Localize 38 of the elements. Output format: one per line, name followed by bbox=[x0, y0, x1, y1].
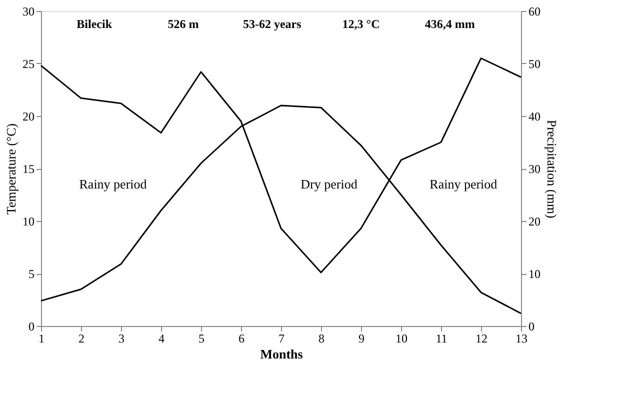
y2-tick-label: 40 bbox=[528, 110, 540, 124]
annotation: Rainy period bbox=[79, 176, 148, 192]
y2-tick-label: 30 bbox=[528, 162, 540, 176]
y2-tick-label: 20 bbox=[528, 214, 540, 228]
annotation: 53-62 years bbox=[242, 17, 302, 31]
annotation: 436,4 mm bbox=[424, 17, 475, 31]
y-tick-label: 5 bbox=[28, 267, 34, 281]
y-tick-label: 10 bbox=[22, 214, 34, 228]
x-tick-label: 11 bbox=[436, 332, 448, 346]
annotation: 12,3 °C bbox=[342, 17, 380, 31]
annotation: Bilecik bbox=[76, 17, 112, 31]
y2-tick-label: 60 bbox=[528, 4, 540, 18]
x-tick-label: 5 bbox=[198, 332, 204, 346]
x-axis-title: Months bbox=[260, 346, 303, 362]
x-tick-label: 6 bbox=[238, 332, 244, 346]
x-tick-label: 1 bbox=[38, 332, 44, 346]
y-tick-label: 20 bbox=[22, 110, 34, 124]
y-tick-label: 30 bbox=[22, 4, 34, 18]
x-tick-label: 13 bbox=[516, 332, 528, 346]
annotation: Rainy period bbox=[430, 176, 498, 192]
annotation: 526 m bbox=[168, 17, 199, 31]
x-tick-label: 9 bbox=[358, 332, 364, 346]
x-tick-label: 12 bbox=[476, 332, 488, 346]
y2-axis-title: Precipitation (mm) bbox=[544, 120, 560, 218]
x-tick-label: 4 bbox=[158, 332, 164, 346]
y-axis-title: Temperature (°C) bbox=[4, 123, 18, 215]
annotation: Dry period bbox=[300, 176, 358, 192]
x-tick-label: 7 bbox=[278, 332, 284, 346]
x-tick-label: 10 bbox=[396, 332, 408, 346]
x-tick-label: 3 bbox=[118, 332, 124, 346]
y2-tick-label: 50 bbox=[528, 57, 540, 71]
y-tick-label: 0 bbox=[28, 320, 34, 334]
x-tick-label: 2 bbox=[78, 332, 84, 346]
y2-tick-label: 0 bbox=[528, 320, 534, 334]
y-tick-label: 15 bbox=[22, 162, 34, 176]
y-tick-label: 25 bbox=[22, 57, 34, 71]
y2-tick-label: 10 bbox=[528, 267, 540, 281]
x-tick-label: 8 bbox=[318, 332, 324, 346]
